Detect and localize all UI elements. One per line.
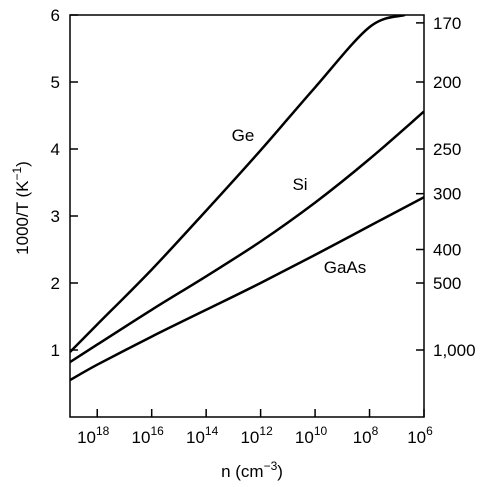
x-tick-label: 108	[353, 424, 379, 447]
x-tick-label: 1016	[132, 424, 165, 447]
plot-area	[69, 14, 425, 418]
y-right-tick-label: 250	[433, 140, 461, 159]
y-tick-label: 1	[51, 341, 60, 360]
x-tick-label: 1010	[295, 424, 328, 447]
y-tick-label: 6	[51, 6, 60, 25]
x-axis: 1018 1016 1014 1012 1010 108 106	[77, 409, 433, 447]
series-label-ge: Ge	[232, 126, 255, 145]
y-tick-label: 3	[51, 207, 60, 226]
x-axis-title: n (cm−3)	[221, 459, 283, 481]
y-tick-label: 2	[51, 274, 60, 293]
series-line-gaas	[70, 196, 424, 382]
plot-frame	[69, 14, 425, 418]
y-right-tick-label: 300	[433, 185, 461, 204]
x-tick-label: 106	[407, 424, 433, 447]
y-axis-left: 1 2 3 4 5 6	[51, 6, 78, 360]
x-tick-label: 1018	[77, 424, 110, 447]
y-right-tick-label: 1,000	[433, 341, 476, 360]
series-line-ge	[70, 15, 406, 353]
series-line-si	[70, 110, 424, 364]
y-right-tick-label: 200	[433, 73, 461, 92]
y-right-tick-label: 170	[433, 14, 461, 33]
y-tick-label: 4	[51, 140, 60, 159]
y-right-tick-label: 400	[433, 241, 461, 260]
series-label-si: Si	[292, 175, 307, 194]
y-right-tick-label: 500	[433, 274, 461, 293]
y-axis-right: 170 200 250 300 400 500 1,000	[416, 14, 476, 360]
y-axis-title: 1000/T (K−1)	[10, 161, 32, 255]
y-tick-label: 5	[51, 73, 60, 92]
x-tick-label: 1012	[240, 424, 273, 447]
series-label-gaas: GaAs	[324, 258, 367, 277]
x-tick-label: 1014	[186, 424, 219, 447]
